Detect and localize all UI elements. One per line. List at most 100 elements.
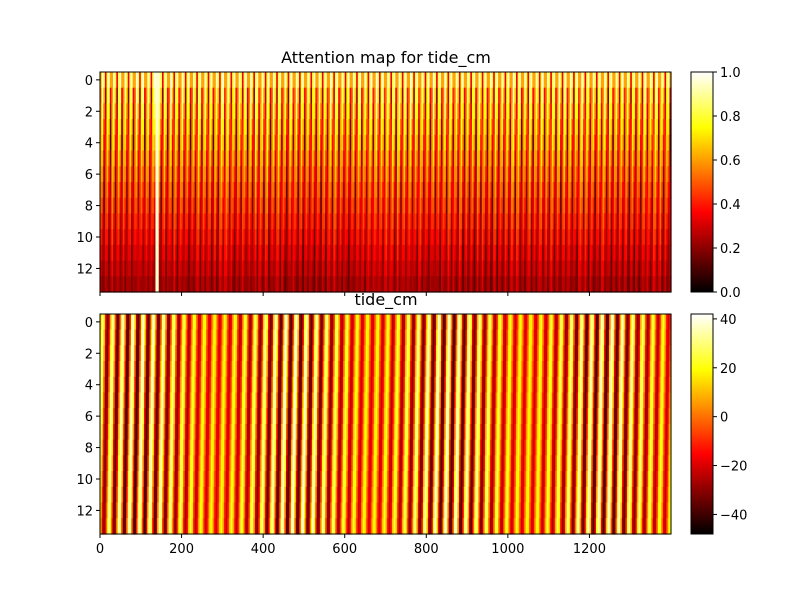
attention-cell — [139, 166, 142, 183]
attention-cell — [307, 150, 310, 167]
attention-cell — [130, 72, 134, 89]
attention-cell — [403, 244, 406, 262]
attention-cell — [648, 72, 651, 89]
attention-cell — [400, 197, 403, 215]
attention-cell — [615, 182, 618, 199]
attention-cell — [622, 244, 625, 262]
attention-cell — [413, 244, 416, 262]
attention-cell — [413, 197, 416, 215]
attention-cell — [600, 229, 604, 246]
attention-cell — [178, 72, 181, 89]
attention-cell — [155, 134, 158, 152]
attention-cell — [406, 213, 409, 230]
tide-cell — [104, 471, 108, 488]
attention-cell — [196, 260, 199, 277]
attention-cell — [504, 229, 507, 246]
attention-cell — [551, 244, 555, 262]
attention-cell — [148, 119, 152, 136]
attention-cell — [385, 103, 388, 120]
attention-cell — [524, 119, 527, 136]
attention-cell — [662, 182, 666, 199]
attention-cell — [281, 87, 284, 105]
attention-cell — [648, 166, 651, 183]
attention-cell — [622, 276, 625, 293]
attention-cell — [498, 87, 501, 105]
attention-cell — [243, 134, 246, 152]
attention-cell — [181, 244, 184, 262]
attention-cell — [183, 260, 186, 277]
attention-cell — [455, 103, 458, 120]
attention-cell — [336, 244, 339, 262]
attention-cell — [548, 276, 551, 293]
attention-cell — [514, 166, 517, 183]
attention-cell — [423, 276, 426, 293]
attention-cell — [654, 213, 657, 230]
attention-cell — [165, 229, 168, 246]
attention-cell — [157, 134, 160, 152]
attention-cell — [369, 166, 372, 183]
attention-cell — [377, 213, 380, 230]
attention-cell — [473, 166, 476, 183]
attention-cell — [178, 213, 181, 230]
attention-cell — [338, 276, 341, 293]
attention-cell — [499, 197, 502, 215]
attention-cell — [462, 119, 465, 136]
attention-y-tick-label: 4 — [85, 137, 93, 152]
attention-cell — [295, 276, 299, 293]
attention-cell — [485, 260, 488, 277]
attention-cell — [346, 260, 349, 277]
attention-cell — [380, 276, 383, 293]
attention-cell — [346, 166, 349, 183]
attention-cell — [496, 182, 499, 199]
attention-cell — [649, 150, 653, 167]
attention-cell — [486, 119, 489, 136]
attention-cell — [635, 182, 638, 199]
attention-cell — [501, 134, 504, 152]
attention-cell — [109, 166, 113, 183]
attention-cell — [333, 244, 336, 262]
attention-cell — [127, 72, 130, 89]
attention-cell — [656, 103, 659, 120]
attention-cell — [520, 260, 524, 277]
attention-cell — [210, 119, 214, 136]
attention-cell — [494, 134, 498, 152]
attention-cell — [609, 244, 612, 262]
attention-cell — [445, 166, 449, 183]
attention-cell — [605, 182, 608, 199]
attention-cell — [408, 166, 411, 183]
attention-cell — [378, 182, 382, 199]
attention-cell — [548, 182, 551, 199]
attention-cell — [431, 119, 434, 136]
attention-cell — [326, 182, 329, 199]
attention-cell — [235, 103, 238, 120]
attention-cell — [432, 182, 436, 199]
attention-cell — [295, 229, 299, 246]
attention-cell — [429, 213, 432, 230]
attention-cell — [325, 229, 328, 246]
attention-cell — [362, 213, 365, 230]
attention-cell — [150, 166, 153, 183]
attention-cell — [326, 229, 329, 246]
attention-cell — [303, 260, 307, 277]
attention-cell — [450, 87, 453, 105]
attention-cell — [610, 260, 613, 277]
attention-cell — [630, 119, 633, 136]
attention-cell — [264, 260, 268, 277]
attention-cell — [506, 213, 509, 230]
attention-cell — [263, 103, 266, 120]
attention-cell — [175, 260, 178, 277]
attention-cell — [212, 229, 215, 246]
attention-cell — [279, 229, 282, 246]
attention-cell — [106, 103, 109, 120]
attention-cell — [434, 229, 437, 246]
attention-cell — [287, 103, 290, 120]
attention-cell — [615, 229, 618, 246]
attention-cell — [400, 103, 403, 120]
attention-cell — [326, 197, 329, 215]
attention-cell — [362, 276, 365, 293]
attention-cell — [148, 103, 152, 120]
attention-cell — [183, 213, 186, 230]
attention-cell — [586, 260, 589, 277]
attention-cell — [217, 166, 220, 183]
attention-cell — [241, 276, 245, 293]
